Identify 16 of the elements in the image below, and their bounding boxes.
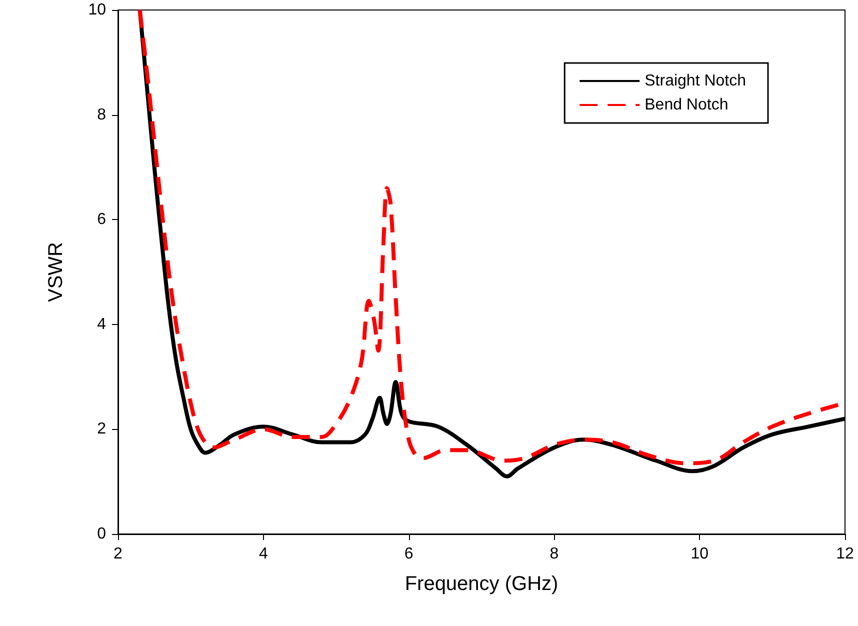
x-axis-title: Frequency (GHz) <box>404 573 558 595</box>
x-tick-label: 4 <box>258 546 268 562</box>
legend-label: Straight Notch <box>644 72 746 90</box>
x-tick-label: 2 <box>114 546 123 562</box>
y-tick-label: 6 <box>97 211 106 228</box>
y-tick-label: 10 <box>88 2 106 18</box>
x-tick-label: 6 <box>404 546 414 562</box>
y-tick-label: 0 <box>97 526 106 542</box>
x-tick-label: 12 <box>836 546 854 562</box>
y-tick-label: 4 <box>97 316 106 333</box>
legend-label: Bend Notch <box>644 96 728 114</box>
x-tick-label: 10 <box>690 546 709 562</box>
y-tick-label: 2 <box>97 420 106 438</box>
x-tick-label: 8 <box>550 546 559 562</box>
y-axis-title: VSWR <box>45 242 67 302</box>
y-tick-label: 8 <box>97 106 106 124</box>
